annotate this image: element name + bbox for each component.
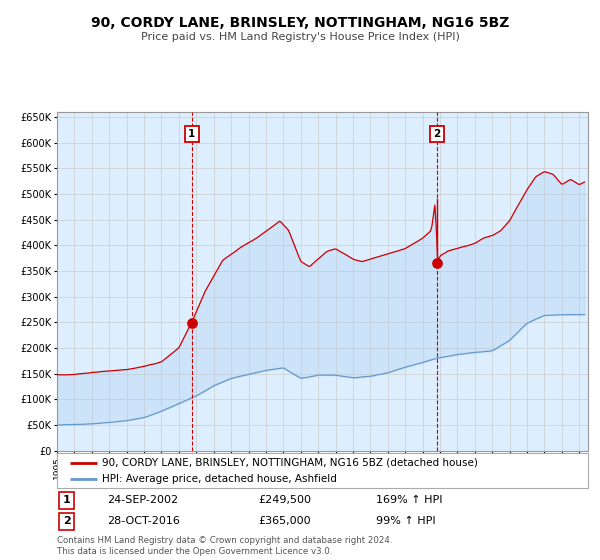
Text: HPI: Average price, detached house, Ashfield: HPI: Average price, detached house, Ashf… bbox=[102, 474, 337, 484]
Text: £365,000: £365,000 bbox=[259, 516, 311, 526]
Text: 99% ↑ HPI: 99% ↑ HPI bbox=[376, 516, 435, 526]
Text: 2: 2 bbox=[433, 129, 440, 139]
Point bbox=[187, 318, 196, 327]
Text: £249,500: £249,500 bbox=[259, 495, 312, 505]
Text: 90, CORDY LANE, BRINSLEY, NOTTINGHAM, NG16 5BZ (detached house): 90, CORDY LANE, BRINSLEY, NOTTINGHAM, NG… bbox=[102, 458, 478, 468]
Text: 1: 1 bbox=[188, 129, 195, 139]
Text: 169% ↑ HPI: 169% ↑ HPI bbox=[376, 495, 442, 505]
Text: 24-SEP-2002: 24-SEP-2002 bbox=[107, 495, 179, 505]
Text: Price paid vs. HM Land Registry's House Price Index (HPI): Price paid vs. HM Land Registry's House … bbox=[140, 32, 460, 42]
Point bbox=[432, 259, 442, 268]
Text: 1: 1 bbox=[62, 495, 70, 505]
Text: 2: 2 bbox=[62, 516, 70, 526]
Text: 28-OCT-2016: 28-OCT-2016 bbox=[107, 516, 181, 526]
Text: Contains HM Land Registry data © Crown copyright and database right 2024.
This d: Contains HM Land Registry data © Crown c… bbox=[57, 536, 392, 556]
Text: 90, CORDY LANE, BRINSLEY, NOTTINGHAM, NG16 5BZ: 90, CORDY LANE, BRINSLEY, NOTTINGHAM, NG… bbox=[91, 16, 509, 30]
